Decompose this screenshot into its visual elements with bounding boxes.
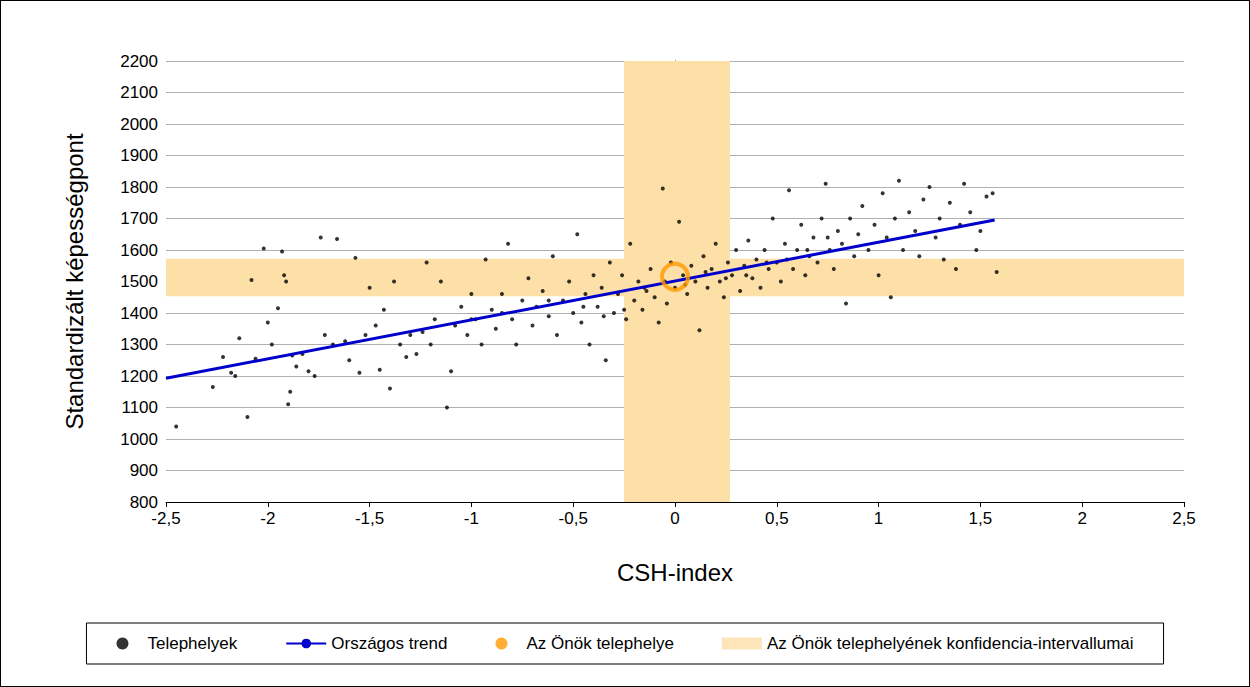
svg-text:Standardizált képességpont: Standardizált képességpont [61,133,88,430]
svg-text:2200: 2200 [120,52,158,71]
svg-text:1000: 1000 [120,430,158,449]
svg-text:-2,5: -2,5 [151,509,180,528]
svg-text:2,5: 2,5 [1172,509,1196,528]
svg-text:-1: -1 [464,509,479,528]
svg-text:1600: 1600 [120,241,158,260]
svg-text:1100: 1100 [121,398,158,417]
svg-text:Országos trend: Országos trend [331,634,447,653]
svg-text:Telephelyek: Telephelyek [147,634,237,653]
svg-text:2: 2 [1077,509,1086,528]
svg-text:2000: 2000 [120,115,158,134]
svg-text:-2: -2 [260,509,275,528]
svg-text:CSH-index: CSH-index [617,559,733,586]
svg-text:1900: 1900 [120,146,158,165]
svg-text:1,5: 1,5 [969,509,993,528]
svg-text:800: 800 [129,492,158,512]
svg-text:900: 900 [130,461,158,480]
svg-text:1200: 1200 [120,367,158,386]
svg-text:1300: 1300 [120,335,158,354]
svg-text:Az Önök telephelye: Az Önök telephelye [526,634,673,653]
svg-text:-0,5: -0,5 [559,509,588,528]
svg-text:2100: 2100 [120,83,158,102]
svg-text:0: 0 [670,509,679,528]
svg-text:1700: 1700 [120,209,158,228]
svg-text:1800: 1800 [120,178,158,197]
svg-text:1400: 1400 [120,304,158,323]
svg-text:Az Önök telephelyének konfiden: Az Önök telephelyének konfidencia-interv… [767,634,1134,653]
svg-text:1: 1 [874,509,883,528]
svg-text:0,5: 0,5 [765,509,789,528]
svg-text:-1,5: -1,5 [355,509,384,528]
svg-text:1500: 1500 [120,272,158,291]
